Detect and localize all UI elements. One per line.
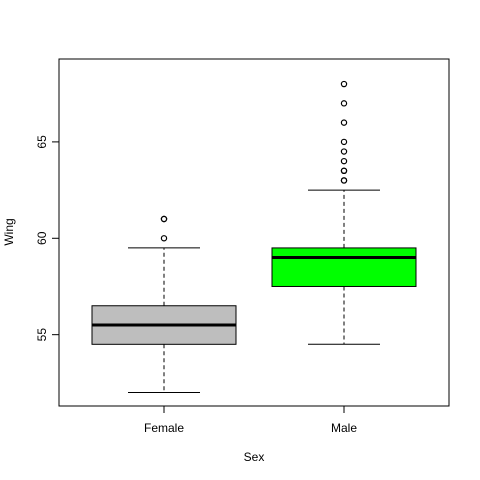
y-tick-label: 55 [35,328,49,342]
outlier-point [340,157,348,165]
outlier-point [340,167,348,175]
outlier-point [160,215,168,223]
outlier-point [340,138,348,146]
x-tick-label: Female [144,421,184,435]
outlier-point [340,148,348,155]
outlier-point [340,80,348,88]
plot-frame [58,58,450,407]
iqr-box [271,247,417,287]
y-axis-label: Wing [2,218,16,245]
x-axis-label: Sex [244,450,265,464]
x-axis: Female Male [144,405,357,435]
outlier-point [340,100,348,107]
box-series [91,80,417,394]
outlier-point [340,177,348,184]
box-male [271,80,417,345]
box-female [91,215,237,394]
x-tick-label: Male [331,421,357,435]
outlier-point [160,235,168,242]
y-tick-label: 60 [35,231,49,245]
y-tick-label: 65 [35,135,49,149]
outlier-point [340,119,348,126]
y-axis: 55 60 65 [35,135,60,342]
